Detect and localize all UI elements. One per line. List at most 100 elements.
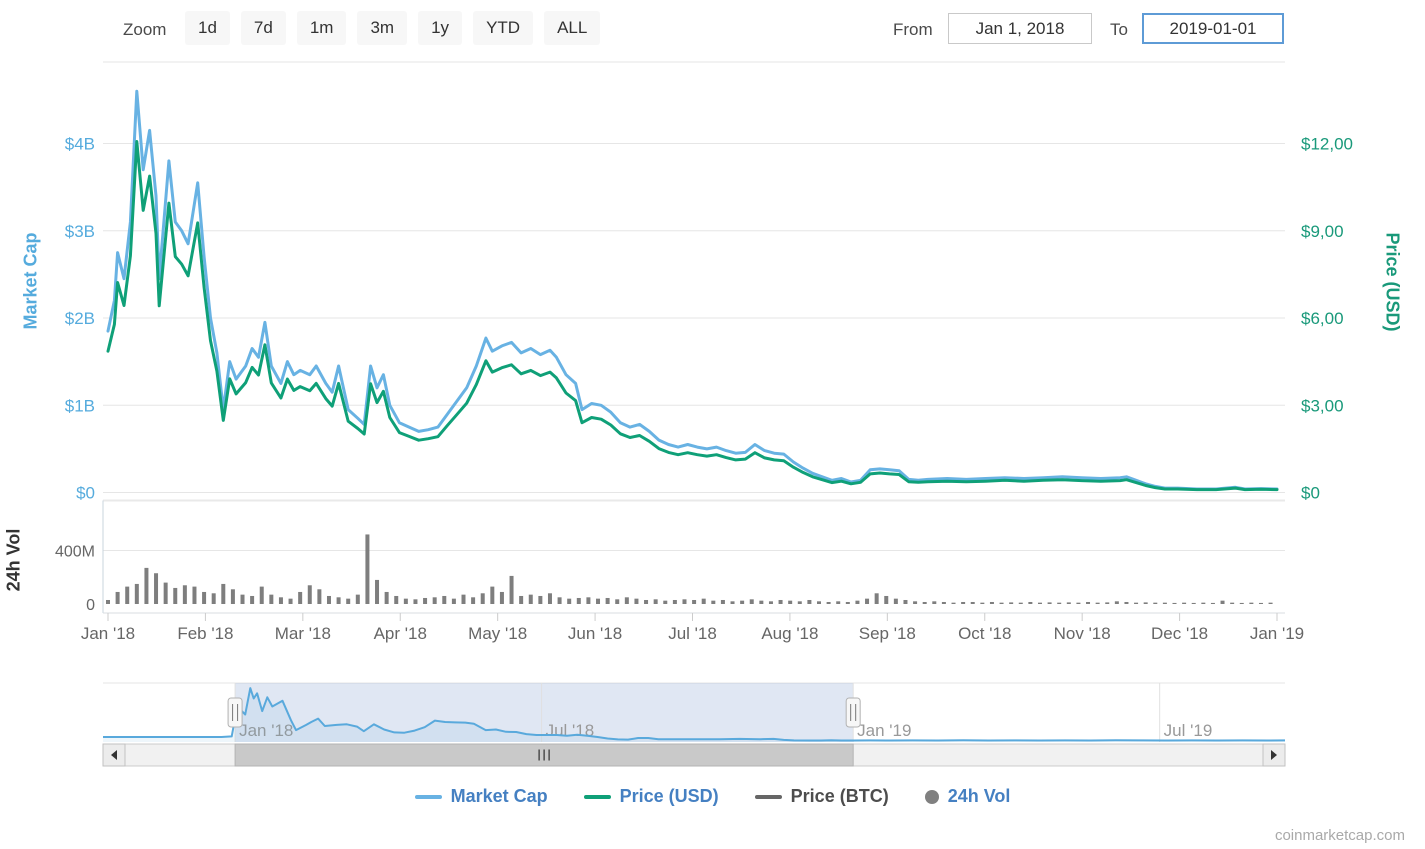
volume-bar xyxy=(730,601,735,604)
volume-bar xyxy=(509,575,514,604)
price-usd-tick-label: $9,00 xyxy=(1301,222,1344,241)
volume-bar xyxy=(768,601,773,604)
volume-bar xyxy=(269,594,274,604)
legend-item-price-btc[interactable]: Price (BTC) xyxy=(754,786,889,807)
volume-bar xyxy=(298,591,303,604)
volume-bar xyxy=(384,591,389,604)
market-cap-axis-title: Market Cap xyxy=(20,232,41,330)
navigator-right-handle[interactable] xyxy=(845,697,861,728)
volume-bar xyxy=(1009,602,1014,604)
volume-bar xyxy=(989,601,994,604)
volume-bar xyxy=(999,602,1004,604)
volume-bar xyxy=(605,597,610,604)
legend-line-marker xyxy=(754,794,782,799)
volume-bar xyxy=(461,594,466,604)
volume-bar xyxy=(278,597,283,604)
volume-bar xyxy=(893,598,898,604)
volume-bar xyxy=(1018,602,1023,604)
legend-item-price-usd[interactable]: Price (USD) xyxy=(583,786,719,807)
market-cap-tick-label: $4B xyxy=(65,135,95,154)
volume-bar xyxy=(1220,600,1225,604)
volume-bar xyxy=(884,595,889,604)
volume-bar xyxy=(326,595,331,604)
zoom-button-ytd[interactable]: YTD xyxy=(473,11,534,45)
volume-bar xyxy=(1182,602,1187,604)
navigator-line-series xyxy=(103,687,1286,742)
zoom-button-1d[interactable]: 1d xyxy=(185,11,230,45)
volume-bar xyxy=(711,600,716,604)
volume-bar xyxy=(1201,602,1206,604)
volume-bar xyxy=(202,591,207,604)
volume-bar xyxy=(836,601,841,604)
volume-bar xyxy=(845,601,850,604)
legend-label: Price (USD) xyxy=(619,786,719,806)
x-axis-month-label: Dec '18 xyxy=(1151,624,1208,643)
volume-bar xyxy=(807,599,812,604)
volume-bar xyxy=(1162,602,1167,604)
navigator-left-handle[interactable] xyxy=(227,697,243,728)
volume-bar xyxy=(557,597,562,604)
zoom-button-3m[interactable]: 3m xyxy=(357,11,408,45)
volume-bar xyxy=(1191,602,1196,604)
volume-bar xyxy=(567,598,572,604)
from-date-input[interactable] xyxy=(948,13,1092,44)
volume-bar xyxy=(1124,601,1129,604)
x-axis-month-label: Oct '18 xyxy=(958,624,1011,643)
market-cap-tick-label: $1B xyxy=(65,396,95,415)
volume-bar xyxy=(1114,601,1119,604)
volume-bar xyxy=(125,586,130,604)
legend-label: Price (BTC) xyxy=(790,786,889,806)
zoom-button-all[interactable]: ALL xyxy=(544,11,601,45)
volume-bar xyxy=(115,591,120,604)
from-label: From xyxy=(893,20,933,39)
x-axis-month-label: May '18 xyxy=(468,624,527,643)
volume-bar xyxy=(778,599,783,604)
volume-bar xyxy=(653,599,658,604)
volume-bar xyxy=(346,598,351,604)
volume-bar xyxy=(144,567,149,604)
volume-bar xyxy=(1066,602,1071,604)
scrollbar-left-arrow-icon xyxy=(111,750,117,760)
x-axis-month-label: Mar '18 xyxy=(275,624,331,643)
volume-bar xyxy=(1028,601,1033,604)
volume-tick-label: 400M xyxy=(55,544,95,561)
price-usd-tick-label: $6,00 xyxy=(1301,309,1344,328)
legend-item-24h-vol[interactable]: 24h Vol xyxy=(924,786,1010,807)
to-date-input[interactable] xyxy=(1142,13,1284,44)
volume-bar xyxy=(826,601,831,604)
navigator-axis-label: Jan '19 xyxy=(857,721,911,740)
volume-bar xyxy=(1105,602,1110,604)
volume-bar xyxy=(519,595,524,604)
legend: Market Cap Price (USD) Price (BTC) 24h Vol xyxy=(0,786,1425,807)
watermark: coinmarketcap.com xyxy=(1274,827,1405,844)
volume-bar xyxy=(1047,602,1052,604)
navigator-selected-mask[interactable] xyxy=(235,683,854,742)
volume-bar xyxy=(1230,602,1235,604)
zoom-label: Zoom xyxy=(123,20,167,39)
price-usd-line-series xyxy=(106,140,1279,492)
volume-bar xyxy=(1268,602,1273,604)
volume-bar xyxy=(490,586,495,604)
zoom-button-1y[interactable]: 1y xyxy=(418,11,463,45)
market-cap-tick-label: $2B xyxy=(65,309,95,328)
volume-bar xyxy=(106,599,110,604)
zoom-button-group: 1d 7d 1m 3m 1y YTD ALL xyxy=(185,11,601,45)
volume-bar xyxy=(951,602,956,604)
market-cap-tick-label: $0 xyxy=(76,484,95,503)
volume-bar xyxy=(471,597,476,604)
volume-bar xyxy=(586,597,591,604)
zoom-button-7d[interactable]: 7d xyxy=(240,11,286,45)
legend-line-marker xyxy=(583,794,611,799)
volume-bar xyxy=(154,573,159,604)
volume-bar xyxy=(596,598,601,604)
volume-bar xyxy=(259,586,264,604)
volume-bar xyxy=(442,595,447,604)
volume-bar xyxy=(192,586,197,604)
volume-bar xyxy=(1037,602,1042,604)
volume-tick-label: 0 xyxy=(86,597,95,614)
legend-item-market-cap[interactable]: Market Cap xyxy=(414,786,548,807)
volume-bar xyxy=(499,591,504,604)
volume-bar xyxy=(182,585,187,604)
zoom-button-1m[interactable]: 1m xyxy=(296,11,347,45)
